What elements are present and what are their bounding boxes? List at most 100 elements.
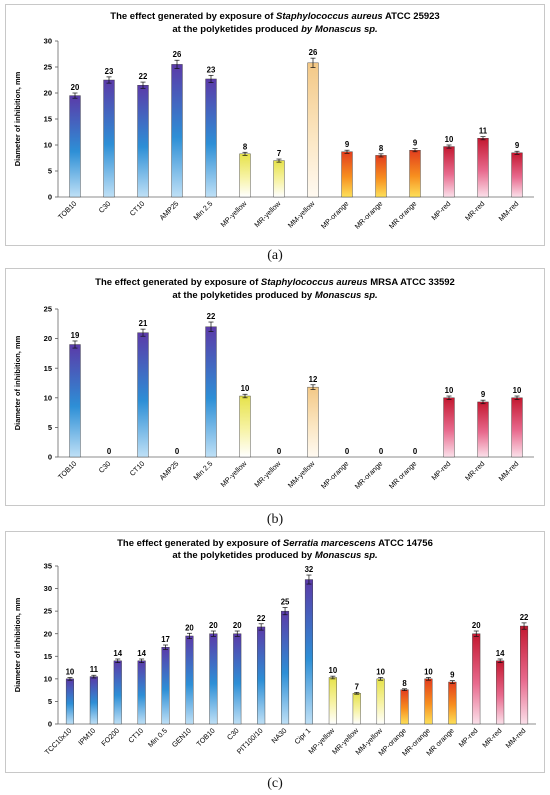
y-tick-label: 35: [44, 562, 52, 571]
bar-gen10: [185, 635, 194, 725]
bar-ct10: [137, 84, 149, 198]
bar-chart-c: The effect generated by exposure of Serr…: [13, 538, 536, 758]
bar-c30: [103, 79, 115, 198]
x-tick-label: MM-red: [497, 459, 521, 483]
data-label: 9: [481, 390, 486, 399]
data-label: 11: [479, 127, 488, 136]
data-label: 0: [277, 447, 282, 456]
x-tick-label: MP-orange: [319, 199, 351, 231]
x-tick-label: MM-red: [497, 199, 521, 223]
x-tick-label: C30: [97, 459, 113, 475]
bar-tcc10x10: [65, 678, 74, 725]
chart-panel-c: The effect generated by exposure of Serr…: [5, 531, 545, 773]
bar-tob10: [69, 344, 81, 458]
x-tick-label: MR-orange: [353, 199, 385, 231]
y-tick-label: 10: [44, 141, 52, 150]
caption-a: (a): [267, 248, 283, 263]
x-tick-label: TCC10x10: [43, 726, 74, 757]
data-label: 19: [71, 331, 80, 340]
x-tick-label: MR orange: [387, 459, 419, 491]
x-tick-label: MM-yellow: [286, 458, 317, 489]
y-tick-label: 25: [44, 305, 52, 314]
bar-mm-red: [520, 625, 529, 725]
x-tick-label: CT10: [128, 199, 147, 218]
bar-mm-red: [511, 397, 523, 458]
bar-mm-yellow: [376, 678, 385, 725]
x-tick-label: AMP25: [157, 459, 180, 482]
x-tick-label: TOB10: [56, 459, 78, 481]
x-tick-label: CT10: [128, 459, 147, 478]
y-tick-label: 20: [44, 334, 52, 343]
bar-mp-yellow: [239, 395, 251, 458]
caption-b: (b): [266, 512, 284, 527]
bar-mp-orange: [400, 689, 409, 725]
bar-mr-red: [477, 138, 489, 198]
bar-ct10: [137, 660, 146, 725]
y-tick-label: 30: [44, 37, 52, 46]
x-tick-label: GEN10: [170, 726, 193, 749]
y-tick-label: 0: [48, 193, 52, 202]
y-tick-label: 25: [44, 63, 52, 72]
data-label: 12: [309, 375, 318, 384]
data-label: 10: [445, 135, 454, 144]
chart-title: The effect generated by exposure of Stap…: [110, 11, 439, 22]
y-tick-label: 10: [44, 393, 52, 402]
data-label: 0: [413, 447, 418, 456]
y-tick-label: 15: [44, 652, 52, 661]
x-tick-label: Min 2.5: [191, 459, 214, 482]
data-label: 8: [379, 144, 384, 153]
x-tick-label: MR orange: [387, 199, 419, 231]
data-label: 14: [113, 649, 122, 658]
data-label: 9: [450, 671, 455, 680]
x-tick-label: MR-red: [480, 726, 503, 749]
bar-mp-red: [472, 633, 481, 725]
y-axis-label: Diameter of inhibition, mm: [13, 71, 22, 166]
chart-title: The effect generated by exposure of Serr…: [117, 538, 433, 549]
chart-title: The effect generated by exposure of Stap…: [95, 277, 455, 288]
data-label: 26: [173, 50, 182, 59]
data-label: 7: [277, 149, 281, 158]
data-label: 9: [515, 141, 520, 150]
data-label: 0: [107, 447, 112, 456]
bar-c30: [233, 633, 242, 725]
data-label: 0: [379, 447, 384, 456]
y-tick-label: 25: [44, 607, 52, 616]
bar-mp-yellow: [328, 677, 337, 725]
x-tick-label: MP-red: [429, 459, 452, 482]
y-tick-label: 15: [44, 115, 52, 124]
x-tick-label: AMP25: [157, 199, 180, 222]
x-tick-label: C30: [225, 726, 241, 742]
data-label: 14: [496, 649, 505, 658]
chart-subtitle: at the polyketides produced by Monascus …: [172, 24, 377, 35]
data-label: 10: [445, 386, 454, 395]
data-label: 11: [90, 665, 99, 674]
data-label: 17: [161, 635, 170, 644]
bar-mp-orange: [341, 151, 353, 198]
x-tick-label: IPM10: [76, 726, 97, 747]
x-tick-label: FO200: [99, 726, 121, 748]
data-label: 22: [207, 312, 216, 321]
data-label: 0: [345, 447, 350, 456]
x-tick-label: C30: [97, 199, 113, 215]
caption-c: (c): [267, 776, 283, 791]
bar-tob10: [69, 95, 81, 198]
data-label: 22: [257, 614, 266, 623]
bar-ct10: [137, 332, 149, 458]
bar-fo200: [113, 660, 122, 725]
y-tick-label: 10: [44, 674, 52, 683]
x-tick-label: TOB10: [56, 199, 78, 221]
y-tick-label: 5: [48, 167, 52, 176]
bar-mr-orange: [409, 149, 421, 198]
data-label: 20: [209, 621, 218, 630]
x-tick-label: MR-red: [463, 199, 486, 222]
y-axis-label: Diameter of inhibition, mm: [13, 335, 22, 430]
data-label: 26: [309, 48, 318, 57]
data-label: 0: [175, 447, 180, 456]
bar-mm-red: [511, 152, 523, 198]
data-label: 22: [139, 72, 148, 81]
x-tick-label: MR-orange: [353, 459, 385, 491]
chart-subtitle: at the polyketides produced by Monascus …: [172, 290, 377, 301]
data-label: 21: [139, 319, 148, 328]
x-tick-label: MR-red: [463, 459, 486, 482]
data-label: 10: [241, 384, 250, 393]
